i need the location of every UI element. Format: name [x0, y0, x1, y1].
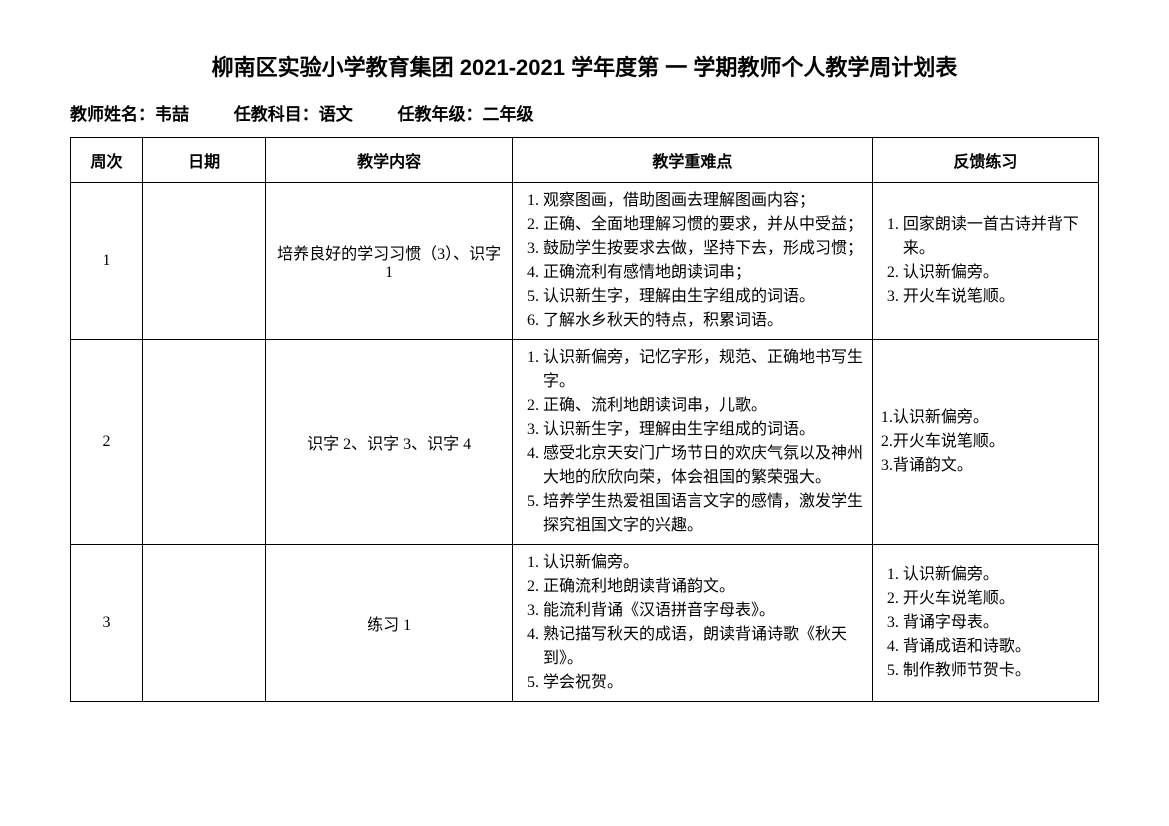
cell-content: 培养良好的学习习惯（3）、识字1: [266, 183, 513, 340]
cell-feedback: 回家朗读一首古诗并背下来。认识新偏旁。开火车说笔顺。: [872, 183, 1098, 340]
header-content: 教学内容: [266, 138, 513, 183]
keypoint-item: 熟记描写秋天的成语，朗读背诵诗歌《秋天到》。: [543, 623, 864, 671]
keypoint-item: 观察图画，借助图画去理解图画内容；: [543, 189, 864, 213]
keypoint-item: 正确流利有感情地朗读词串；: [543, 261, 864, 285]
header-week: 周次: [71, 138, 143, 183]
cell-keypoints: 认识新偏旁，记忆字形，规范、正确地书写生字。正确、流利地朗读词串，儿歌。认识新生…: [513, 340, 873, 545]
table-body: 1培养良好的学习习惯（3）、识字1观察图画，借助图画去理解图画内容；正确、全面地…: [71, 183, 1099, 702]
table-row: 1培养良好的学习习惯（3）、识字1观察图画，借助图画去理解图画内容；正确、全面地…: [71, 183, 1099, 340]
feedback-item: 背诵成语和诗歌。: [903, 635, 1090, 659]
feedback-item: 认识新偏旁。: [903, 563, 1090, 587]
cell-content: 练习 1: [266, 545, 513, 702]
cell-feedback: 1.认识新偏旁。2.开火车说笔顺。3.背诵韵文。: [872, 340, 1098, 545]
keypoint-item: 认识新偏旁。: [543, 551, 864, 575]
keypoint-item: 感受北京天安门广场节日的欢庆气氛以及神州大地的欣欣向荣，体会祖国的繁荣强大。: [543, 442, 864, 490]
cell-date: [142, 183, 265, 340]
feedback-item: 制作教师节贺卡。: [903, 659, 1090, 683]
table-header-row: 周次 日期 教学内容 教学重难点 反馈练习: [71, 138, 1099, 183]
feedback-item: 回家朗读一首古诗并背下来。: [903, 213, 1090, 261]
plan-table: 周次 日期 教学内容 教学重难点 反馈练习 1培养良好的学习习惯（3）、识字1观…: [70, 137, 1099, 702]
keypoint-item: 认识新生字，理解由生字组成的词语。: [543, 285, 864, 309]
table-row: 2识字 2、识字 3、识字 4认识新偏旁，记忆字形，规范、正确地书写生字。正确、…: [71, 340, 1099, 545]
table-row: 3练习 1认识新偏旁。正确流利地朗读背诵韵文。能流利背诵《汉语拼音字母表》。熟记…: [71, 545, 1099, 702]
teacher-name: 教师姓名：韦喆: [70, 105, 189, 124]
keypoint-item: 培养学生热爱祖国语言文字的感情，激发学生探究祖国文字的兴趣。: [543, 490, 864, 538]
feedback-item: 开火车说笔顺。: [903, 587, 1090, 611]
cell-week: 1: [71, 183, 143, 340]
cell-date: [142, 545, 265, 702]
page-title: 柳南区实验小学教育集团 2021-2021 学年度第 一 学期教师个人教学周计划…: [70, 50, 1099, 82]
feedback-item: 背诵字母表。: [903, 611, 1090, 635]
feedback-item: 3.背诵韵文。: [881, 454, 1090, 478]
keypoint-item: 学会祝贺。: [543, 671, 864, 695]
cell-week: 3: [71, 545, 143, 702]
feedback-item: 1.认识新偏旁。: [881, 406, 1090, 430]
keypoint-item: 正确、流利地朗读词串，儿歌。: [543, 394, 864, 418]
keypoint-item: 认识新偏旁，记忆字形，规范、正确地书写生字。: [543, 346, 864, 394]
cell-date: [142, 340, 265, 545]
feedback-item: 开火车说笔顺。: [903, 285, 1090, 309]
header-date: 日期: [142, 138, 265, 183]
keypoint-item: 能流利背诵《汉语拼音字母表》。: [543, 599, 864, 623]
keypoint-item: 了解水乡秋天的特点，积累词语。: [543, 309, 864, 333]
keypoint-item: 正确流利地朗读背诵韵文。: [543, 575, 864, 599]
header-keypoints: 教学重难点: [513, 138, 873, 183]
meta-line: 教师姓名：韦喆 任教科目：语文 任教年级：二年级: [70, 100, 1099, 125]
cell-feedback: 认识新偏旁。开火车说笔顺。背诵字母表。背诵成语和诗歌。制作教师节贺卡。: [872, 545, 1098, 702]
subject: 任教科目：语文: [234, 105, 353, 124]
feedback-item: 2.开火车说笔顺。: [881, 430, 1090, 454]
feedback-item: 认识新偏旁。: [903, 261, 1090, 285]
cell-week: 2: [71, 340, 143, 545]
keypoint-item: 认识新生字，理解由生字组成的词语。: [543, 418, 864, 442]
grade: 任教年级：二年级: [397, 105, 533, 124]
header-feedback: 反馈练习: [872, 138, 1098, 183]
cell-keypoints: 认识新偏旁。正确流利地朗读背诵韵文。能流利背诵《汉语拼音字母表》。熟记描写秋天的…: [513, 545, 873, 702]
cell-keypoints: 观察图画，借助图画去理解图画内容；正确、全面地理解习惯的要求，并从中受益；鼓励学…: [513, 183, 873, 340]
cell-content: 识字 2、识字 3、识字 4: [266, 340, 513, 545]
keypoint-item: 鼓励学生按要求去做，坚持下去，形成习惯；: [543, 237, 864, 261]
keypoint-item: 正确、全面地理解习惯的要求，并从中受益；: [543, 213, 864, 237]
